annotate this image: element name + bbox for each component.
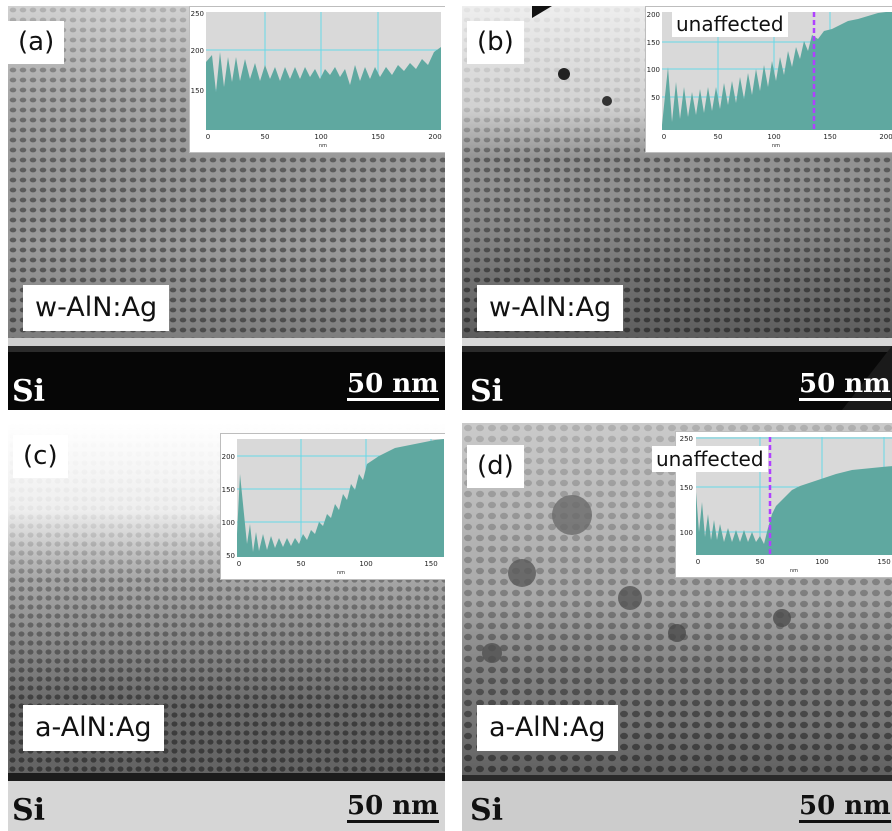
x-axis-unit: nm [772, 143, 780, 149]
scale-bar-label: 50 nm [799, 369, 891, 401]
y-tick: 200 [191, 47, 204, 55]
scale-bar-label: 50 nm [347, 791, 439, 823]
x-axis-unit: nm [319, 143, 327, 149]
panel-c: (c) 200 150 100 50 0 50 100 150 nm a-AlN… [8, 423, 445, 831]
x-tick: 50 [261, 133, 270, 141]
profile-inset: 250 150 100 0 50 100 150 nm unaffected [652, 431, 892, 578]
scale-bar-label: 50 nm [347, 369, 439, 401]
x-tick: 150 [823, 133, 836, 141]
y-tick: 150 [191, 87, 204, 95]
x-tick: 200 [879, 133, 892, 141]
y-tick: 100 [680, 529, 693, 537]
panel-d: (d) 250 150 100 0 50 100 150 nm unaffect… [462, 423, 892, 831]
panel-label: (b) [467, 21, 524, 64]
y-tick: 250 [680, 435, 693, 443]
y-tick: 150 [222, 486, 235, 494]
profile-area [696, 466, 892, 555]
panel-a: (a) 250 200 150 0 50 100 150 200 nm w-Al… [8, 6, 445, 410]
unaffected-annotation: unaffected [652, 446, 768, 472]
x-tick: 150 [371, 133, 384, 141]
x-tick: 50 [297, 560, 306, 568]
profile-area [206, 47, 441, 130]
x-tick: 50 [714, 133, 723, 141]
y-tick: 150 [680, 484, 693, 492]
material-label: a-AlN:Ag [477, 705, 618, 751]
x-tick: 50 [756, 558, 765, 566]
x-tick: 0 [662, 133, 666, 141]
x-axis-unit: nm [790, 568, 798, 574]
profile-inset: 200 150 100 50 0 50 100 150 200 nm unaff… [645, 6, 892, 153]
y-tick: 100 [222, 519, 235, 527]
material-label: w-AlN:Ag [23, 285, 170, 331]
x-tick: 0 [237, 560, 241, 568]
x-tick: 100 [815, 558, 828, 566]
profile-inset: 250 200 150 0 50 100 150 200 nm [189, 6, 445, 153]
substrate-label: Si [12, 793, 46, 828]
x-tick: 0 [206, 133, 210, 141]
y-tick: 50 [651, 94, 660, 102]
panel-label: (d) [467, 445, 524, 488]
substrate-label: Si [470, 793, 504, 828]
material-label: a-AlN:Ag [23, 705, 164, 751]
y-tick: 150 [647, 39, 660, 47]
panel-label: (c) [13, 435, 68, 478]
substrate-label: Si [12, 374, 46, 409]
x-tick: 0 [696, 558, 700, 566]
panel-b: (b) 200 150 100 50 0 50 100 150 200 nm u… [462, 6, 892, 410]
substrate-label: Si [470, 374, 504, 409]
x-tick: 100 [314, 133, 327, 141]
intensity-profile-chart: 250 200 150 0 50 100 150 200 nm [191, 10, 442, 149]
x-axis-unit: nm [337, 570, 345, 576]
profile-area [237, 439, 444, 557]
x-tick: 200 [428, 133, 441, 141]
profile-area [662, 12, 892, 130]
scale-bar-label: 50 nm [799, 791, 891, 823]
panel-label: (a) [8, 21, 65, 64]
y-tick: 100 [647, 66, 660, 74]
x-tick: 150 [424, 560, 437, 568]
y-tick: 250 [191, 10, 204, 18]
x-tick: 100 [359, 560, 372, 568]
material-label: w-AlN:Ag [477, 285, 624, 331]
profile-inset: 200 150 100 50 0 50 100 150 nm [220, 433, 445, 580]
unaffected-annotation: unaffected [672, 11, 788, 37]
y-tick: 200 [647, 11, 660, 19]
x-tick: 150 [877, 558, 890, 566]
x-tick: 100 [767, 133, 780, 141]
y-tick: 200 [222, 453, 235, 461]
y-tick: 50 [226, 552, 235, 560]
intensity-profile-chart: 200 150 100 50 0 50 100 150 nm [222, 439, 444, 576]
